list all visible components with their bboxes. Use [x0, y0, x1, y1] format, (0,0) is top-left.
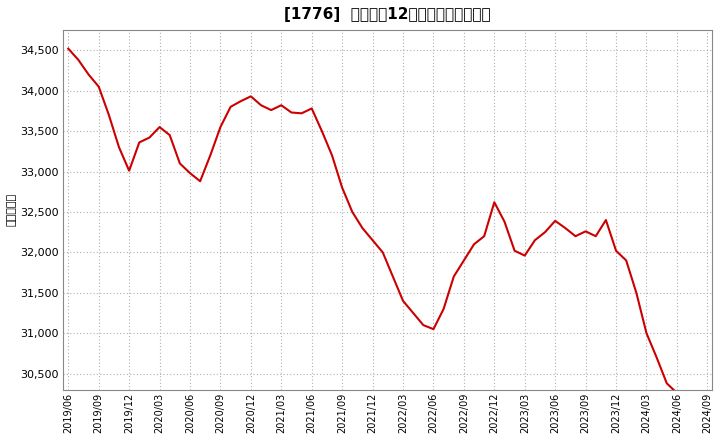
Title: [1776]  売上高の12か月移動合計の推移: [1776] 売上高の12か月移動合計の推移 [284, 7, 491, 22]
Y-axis label: （百万円）: （百万円） [7, 193, 17, 227]
